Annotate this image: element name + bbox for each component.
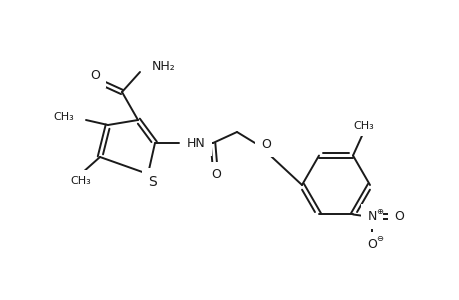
Text: O: O [366,238,376,251]
Text: ⊖: ⊖ [375,234,382,243]
Text: S: S [148,175,157,189]
Text: O: O [90,68,100,82]
Text: O: O [260,137,270,151]
Text: CH₃: CH₃ [353,121,374,130]
Text: NH₂: NH₂ [151,59,175,73]
Text: CH₃: CH₃ [53,112,74,122]
Text: CH₃: CH₃ [71,176,91,186]
Text: O: O [211,169,220,182]
Text: N: N [367,210,376,223]
Text: O: O [393,210,403,223]
Text: ⊕: ⊕ [375,207,382,216]
Text: HN: HN [187,136,205,149]
